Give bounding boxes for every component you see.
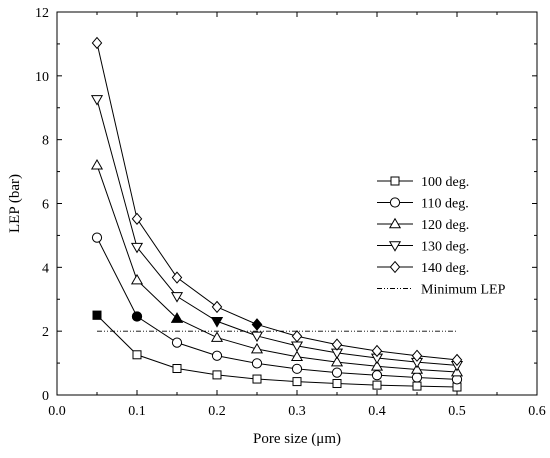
highlighted-point-triangle-up (170, 312, 184, 323)
x-tick-label: 0.6 (528, 404, 546, 419)
data-point-square (252, 374, 262, 384)
data-point-triangle-up (90, 159, 104, 170)
legend-label: 120 deg. (421, 218, 469, 233)
x-tick-label: 0.5 (448, 404, 466, 419)
data-point-square (132, 350, 142, 360)
x-tick-label: 0.3 (288, 404, 306, 419)
data-point-diamond (171, 271, 183, 284)
data-point-triangle-up (130, 273, 144, 285)
series-line-triangle-down (96, 99, 458, 366)
legend-marker-circle (389, 197, 401, 208)
data-point-square (332, 379, 342, 389)
legend-label: 100 deg. (421, 175, 469, 190)
data-point-square (372, 380, 382, 390)
highlighted-point-triangle-down (210, 316, 224, 328)
y-tick-label: 10 (35, 70, 49, 85)
data-point-diamond (451, 353, 463, 367)
series-line-circle (96, 237, 458, 380)
series-line-triangle-up (96, 165, 458, 373)
data-point-triangle-up (410, 363, 424, 374)
data-point-square (412, 381, 422, 391)
highlighted-point-circle (131, 311, 143, 322)
axes: 0.0 0.1 0.2 0.3 0.4 0.5 0.6 0 2 4 6 8 10 12 (35, 6, 546, 419)
data-point-circle (411, 372, 423, 383)
y-tick-label: 2 (42, 325, 49, 340)
data-point-diamond (91, 36, 103, 50)
data-point-triangle-down (90, 95, 104, 106)
data-point-diamond (411, 349, 423, 362)
data-point-triangle-up (290, 350, 304, 361)
data-point-circle (91, 232, 103, 243)
x-tick-label: 0.2 (208, 404, 226, 419)
data-point-square (212, 370, 222, 380)
x-axis-title: Pore size (μm) (253, 431, 341, 447)
data-point-triangle-down (250, 331, 264, 343)
data-point-square (172, 364, 182, 374)
data-point-circle (291, 363, 303, 374)
data-point-circle (171, 337, 183, 348)
data-point-diamond (331, 338, 343, 351)
y-axis-title: LEP (bar) (7, 174, 23, 233)
data-point-circle (211, 350, 223, 361)
x-tick-label: 0.0 (48, 404, 66, 419)
data-point-triangle-down (170, 292, 184, 303)
x-tick-label: 0.4 (368, 404, 386, 419)
y-tick-label: 6 (42, 198, 49, 213)
data-point-diamond (131, 212, 143, 225)
legend: 100 deg. 110 deg. 120 deg. 130 deg. 140 deg.… (377, 175, 506, 298)
legend-marker-triangle-up (388, 217, 402, 229)
y-tick-label: 8 (42, 134, 49, 149)
series-line-diamond (96, 42, 458, 361)
data-point-circle (371, 370, 383, 381)
highlighted-point-diamond (251, 318, 263, 331)
legend-marker-triangle-down (388, 241, 402, 252)
data-point-triangle-up (210, 331, 224, 342)
legend-marker-square (390, 176, 400, 186)
data-point-triangle-down (130, 242, 144, 254)
series-group (90, 36, 464, 392)
legend-marker-diamond (389, 260, 401, 274)
highlighted-point-square (92, 310, 102, 320)
y-tick-label: 12 (35, 6, 49, 21)
data-point-triangle-up (250, 342, 264, 354)
data-point-triangle-up (370, 360, 384, 371)
series-line-square (96, 314, 458, 388)
legend-label: 110 deg. (421, 197, 469, 212)
legend-label: Minimum LEP (421, 283, 506, 298)
data-point-square (292, 377, 302, 387)
legend-label: 140 deg. (421, 261, 469, 276)
legend-label: 130 deg. (421, 240, 469, 255)
y-tick-label: 0 (42, 389, 49, 404)
data-point-diamond (371, 344, 383, 358)
data-point-circle (331, 367, 343, 378)
data-point-triangle-up (330, 355, 344, 367)
data-point-circle (251, 358, 263, 369)
y-tick-label: 4 (42, 261, 49, 276)
data-point-diamond (211, 300, 223, 314)
x-tick-label: 0.1 (128, 404, 146, 419)
data-point-diamond (291, 330, 303, 343)
